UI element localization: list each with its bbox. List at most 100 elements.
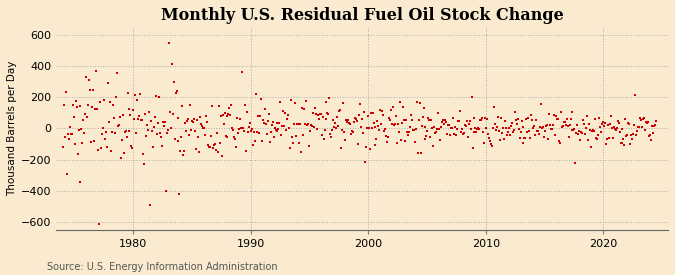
Point (583, 138, 593, 142)
Point (59, 135, 70, 139)
Point (537, 126, 547, 130)
Point (340, 138, 350, 142)
Point (305, 123, 316, 127)
Point (335, 146, 346, 150)
Point (82, 115, 92, 119)
Point (452, 127, 462, 132)
Point (489, 122, 500, 127)
Point (114, 115, 125, 119)
Point (246, 127, 257, 131)
Point (150, 115, 161, 120)
Point (116, 138, 127, 143)
Point (315, 112, 325, 116)
Point (462, 135, 473, 139)
Point (593, 116, 604, 120)
Point (495, 116, 506, 121)
Point (589, 129, 599, 133)
Point (640, 128, 651, 132)
Point (241, 148, 252, 153)
Point (489, 105, 500, 110)
Point (380, 127, 391, 131)
Point (593, 133, 603, 137)
Point (637, 124, 647, 129)
Point (502, 133, 512, 137)
Point (202, 143, 213, 147)
Point (307, 111, 318, 116)
Point (337, 127, 348, 132)
Point (281, 128, 292, 132)
Point (171, 89, 182, 93)
Point (59, 103, 70, 107)
Point (481, 126, 491, 131)
Point (406, 117, 417, 122)
Point (194, 114, 205, 119)
Point (343, 118, 354, 122)
Point (254, 130, 265, 135)
Point (450, 133, 461, 138)
Point (95, 100, 105, 104)
Point (556, 125, 567, 130)
Point (248, 143, 259, 147)
Point (238, 126, 248, 130)
Point (629, 123, 640, 127)
Point (263, 119, 273, 123)
Point (109, 131, 120, 135)
Point (126, 144, 137, 148)
Point (534, 131, 545, 136)
Point (602, 123, 613, 127)
Point (460, 124, 471, 128)
Point (400, 139, 410, 144)
Point (190, 129, 200, 133)
Point (324, 96, 335, 101)
Point (109, 116, 119, 120)
Point (326, 135, 337, 139)
Point (68, 103, 78, 107)
Point (529, 124, 540, 128)
Point (539, 135, 549, 139)
Point (205, 134, 216, 139)
Point (575, 138, 586, 142)
Point (394, 130, 404, 134)
Point (523, 116, 534, 120)
Point (504, 133, 515, 138)
Point (157, 120, 168, 124)
Point (574, 129, 585, 133)
Point (365, 111, 376, 116)
Point (344, 121, 354, 125)
Point (452, 119, 463, 123)
Point (595, 125, 605, 129)
Point (175, 149, 186, 153)
Point (391, 113, 402, 118)
Point (543, 112, 554, 116)
Point (180, 121, 191, 125)
Point (543, 137, 554, 141)
Point (643, 120, 653, 124)
Point (366, 125, 377, 130)
Point (647, 123, 657, 128)
Point (573, 131, 584, 136)
Point (487, 144, 497, 148)
Point (604, 121, 615, 126)
Point (416, 124, 427, 128)
Point (396, 121, 407, 126)
Point (387, 122, 398, 126)
Point (105, 149, 116, 153)
Point (636, 118, 647, 122)
Point (335, 108, 346, 112)
Point (645, 133, 655, 137)
Point (298, 107, 309, 111)
Point (135, 92, 146, 97)
Point (510, 117, 521, 122)
Point (470, 126, 481, 130)
Point (268, 135, 279, 139)
Point (630, 93, 641, 97)
Point (467, 146, 478, 150)
Point (191, 147, 202, 151)
Point (493, 115, 504, 120)
Point (96, 145, 107, 150)
Point (202, 119, 213, 124)
Point (233, 131, 244, 135)
Point (352, 119, 362, 123)
Point (376, 122, 387, 127)
Point (198, 126, 209, 131)
